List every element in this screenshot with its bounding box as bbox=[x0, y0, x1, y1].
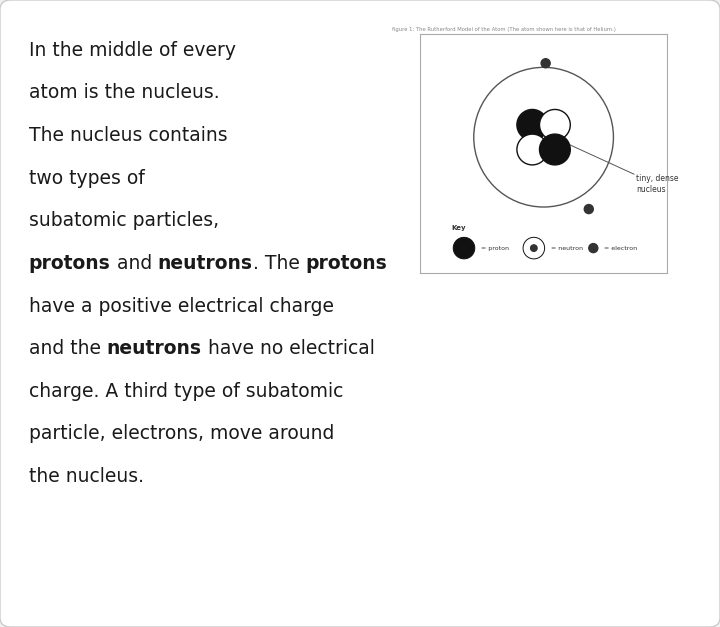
Circle shape bbox=[517, 110, 548, 140]
Text: = proton: = proton bbox=[481, 246, 509, 251]
Text: charge. A third type of subatomic: charge. A third type of subatomic bbox=[29, 382, 343, 401]
Circle shape bbox=[584, 204, 593, 214]
Text: In the middle of every: In the middle of every bbox=[29, 41, 236, 60]
Circle shape bbox=[453, 237, 474, 259]
Circle shape bbox=[589, 243, 598, 253]
Text: atom is the nucleus.: atom is the nucleus. bbox=[29, 83, 220, 102]
Circle shape bbox=[517, 134, 548, 165]
Text: have a positive electrical charge: have a positive electrical charge bbox=[29, 297, 334, 315]
Text: protons: protons bbox=[306, 254, 387, 273]
Text: subatomic particles,: subatomic particles, bbox=[29, 211, 219, 230]
Text: and: and bbox=[111, 254, 158, 273]
Text: tiny, dense
nucleus: tiny, dense nucleus bbox=[636, 174, 678, 194]
Text: protons: protons bbox=[29, 254, 111, 273]
Text: neutrons: neutrons bbox=[158, 254, 253, 273]
Text: the nucleus.: the nucleus. bbox=[29, 467, 144, 486]
Circle shape bbox=[539, 134, 570, 165]
Text: . The: . The bbox=[253, 254, 306, 273]
Text: = neutron: = neutron bbox=[551, 246, 582, 251]
Text: figure 1: The Rutherford Model of the Atom (The atom shown here is that of Heliu: figure 1: The Rutherford Model of the At… bbox=[392, 27, 616, 32]
Circle shape bbox=[539, 110, 570, 140]
Text: The nucleus contains: The nucleus contains bbox=[29, 126, 228, 145]
Text: two types of: two types of bbox=[29, 169, 145, 187]
Text: particle, electrons, move around: particle, electrons, move around bbox=[29, 424, 334, 443]
Circle shape bbox=[523, 237, 544, 259]
Circle shape bbox=[541, 59, 550, 68]
Text: and the: and the bbox=[29, 339, 107, 358]
Text: have no electrical: have no electrical bbox=[202, 339, 374, 358]
Text: = electron: = electron bbox=[604, 246, 637, 251]
Text: neutrons: neutrons bbox=[107, 339, 202, 358]
Circle shape bbox=[531, 245, 537, 251]
Text: Key: Key bbox=[451, 224, 466, 231]
